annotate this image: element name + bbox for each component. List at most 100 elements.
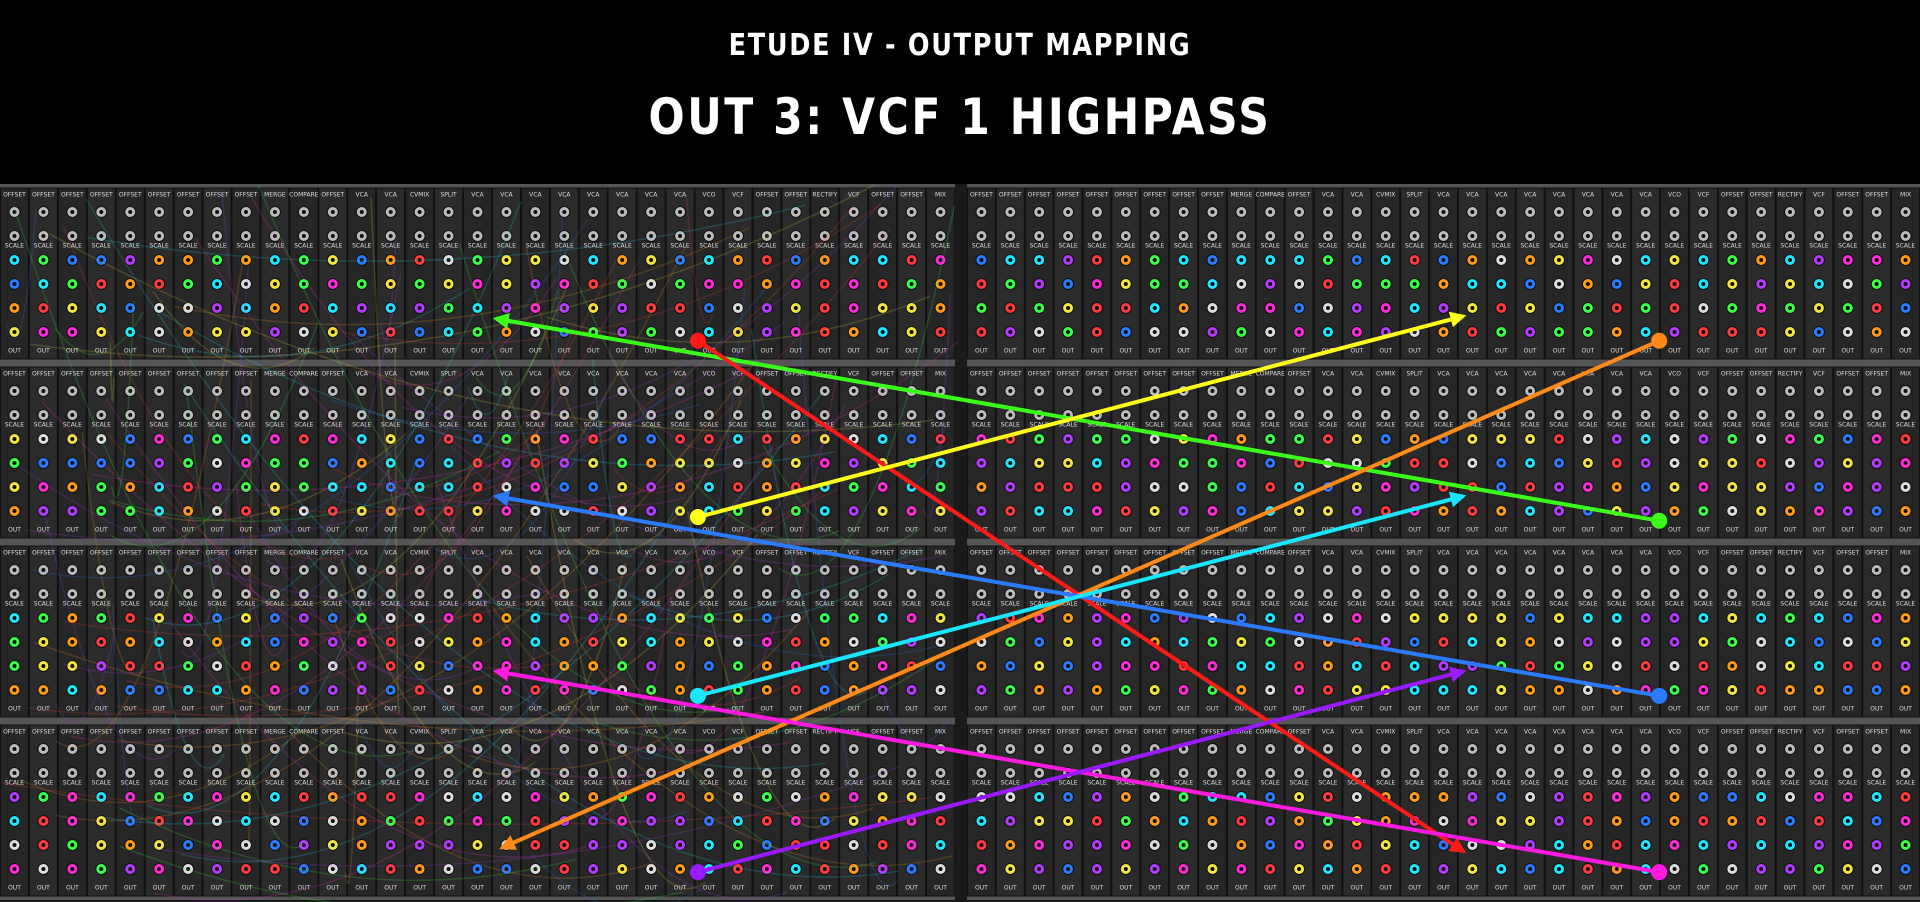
jack-hole	[822, 867, 827, 871]
jack-hole	[1701, 843, 1706, 847]
jack-hole	[1499, 258, 1504, 262]
jack-hole	[215, 461, 220, 465]
jack-hole	[1008, 664, 1013, 668]
module-sublabel: OUT	[1755, 706, 1768, 713]
jack-hole	[1470, 747, 1475, 751]
module-label: VCA	[558, 192, 571, 199]
jack-hole	[1383, 258, 1388, 262]
jack-hole	[41, 795, 46, 799]
jack-hole	[822, 509, 827, 513]
module-sublabel: SCALE	[1521, 601, 1540, 608]
jack-hole	[880, 664, 885, 668]
jack-hole	[909, 282, 914, 286]
jack-hole	[1094, 795, 1099, 799]
jack-hole	[1759, 258, 1764, 262]
jack-hole	[417, 795, 422, 799]
jack-hole	[1614, 210, 1619, 214]
jack-hole	[1730, 747, 1735, 751]
jack-hole	[1788, 688, 1793, 692]
module-sublabel: SCALE	[584, 780, 603, 787]
module-label: OFFSET	[32, 729, 55, 736]
module-label: COMPARE	[289, 192, 319, 199]
jack-hole	[1643, 389, 1648, 393]
module-sublabel: SCALE	[1318, 422, 1337, 429]
module-label: VCA	[1351, 192, 1364, 199]
jack-hole	[1528, 795, 1533, 799]
jack-hole	[70, 461, 75, 465]
module-sublabel: OUT	[269, 348, 282, 355]
jack-hole	[591, 389, 596, 393]
jack-hole	[764, 795, 769, 799]
module-sublabel: OUT	[1206, 706, 1219, 713]
jack-hole	[301, 389, 306, 393]
jack-hole	[1614, 747, 1619, 751]
jack-hole	[475, 795, 480, 799]
module-sublabel: OUT	[761, 885, 774, 892]
jack-hole	[157, 258, 162, 262]
jack-hole	[1181, 461, 1186, 465]
module-label: OFFSET	[1865, 192, 1888, 199]
jack-hole	[1874, 688, 1879, 692]
jack-hole	[301, 234, 306, 238]
module-label: OFFSET	[1143, 550, 1166, 557]
module-sublabel: OUT	[1524, 706, 1537, 713]
module-label: CVMIX	[1376, 550, 1395, 557]
jack-hole	[591, 771, 596, 775]
module-sublabel: SCALE	[34, 243, 53, 250]
module-label: OFFSET	[1028, 192, 1051, 199]
jack-hole	[475, 282, 480, 286]
jack-hole	[1123, 258, 1128, 262]
jack-hole	[1297, 843, 1302, 847]
jack-hole	[1701, 568, 1706, 572]
jack-hole	[1383, 568, 1388, 572]
module-sublabel: OUT	[934, 885, 947, 892]
jack-hole	[880, 485, 885, 489]
module-label: OFFSET	[1288, 550, 1311, 557]
module-sublabel: SCALE	[1405, 243, 1424, 250]
module-sublabel: SCALE	[1463, 601, 1482, 608]
jack-hole	[851, 747, 856, 751]
jack-hole	[562, 568, 567, 572]
jack-hole	[1325, 747, 1330, 751]
module-sublabel: OUT	[1870, 527, 1883, 534]
jack-hole	[1297, 330, 1302, 334]
jack-hole	[99, 234, 104, 238]
module-label: OFFSET	[61, 192, 84, 199]
jack-hole	[678, 306, 683, 310]
module-label: OFFSET	[871, 729, 894, 736]
jack-hole	[938, 592, 943, 596]
module-sublabel: SCALE	[1665, 422, 1684, 429]
jack-hole	[70, 640, 75, 644]
jack-hole	[243, 616, 248, 620]
jack-hole	[1354, 795, 1359, 799]
module-sublabel: SCALE	[1174, 243, 1193, 250]
jack-hole	[1037, 795, 1042, 799]
jack-hole	[620, 306, 625, 310]
module-label: VCA	[1553, 192, 1566, 199]
jack-hole	[1643, 258, 1648, 262]
jack-hole	[1441, 210, 1446, 214]
module-sublabel: OUT	[1495, 885, 1508, 892]
rail	[967, 363, 1920, 367]
jack-hole	[417, 461, 422, 465]
module-sublabel: OUT	[1553, 348, 1566, 355]
jack-hole	[1066, 616, 1071, 620]
module-sublabel: SCALE	[323, 243, 342, 250]
module-label: VCO	[1668, 192, 1681, 199]
jack-hole	[417, 509, 422, 513]
jack-hole	[1585, 819, 1590, 823]
jack-hole	[1470, 282, 1475, 286]
jack-hole	[1297, 389, 1302, 393]
module-label: OFFSET	[999, 729, 1022, 736]
module-sublabel: OUT	[413, 706, 426, 713]
jack-hole	[1239, 258, 1244, 262]
jack-hole	[1354, 485, 1359, 489]
jack-hole	[330, 389, 335, 393]
jack-hole	[1499, 771, 1504, 775]
jack-hole	[1499, 413, 1504, 417]
jack-hole	[1441, 747, 1446, 751]
jack-hole	[1066, 664, 1071, 668]
module-sublabel: SCALE	[555, 422, 574, 429]
jack-hole	[1268, 747, 1273, 751]
jack-hole	[1123, 485, 1128, 489]
